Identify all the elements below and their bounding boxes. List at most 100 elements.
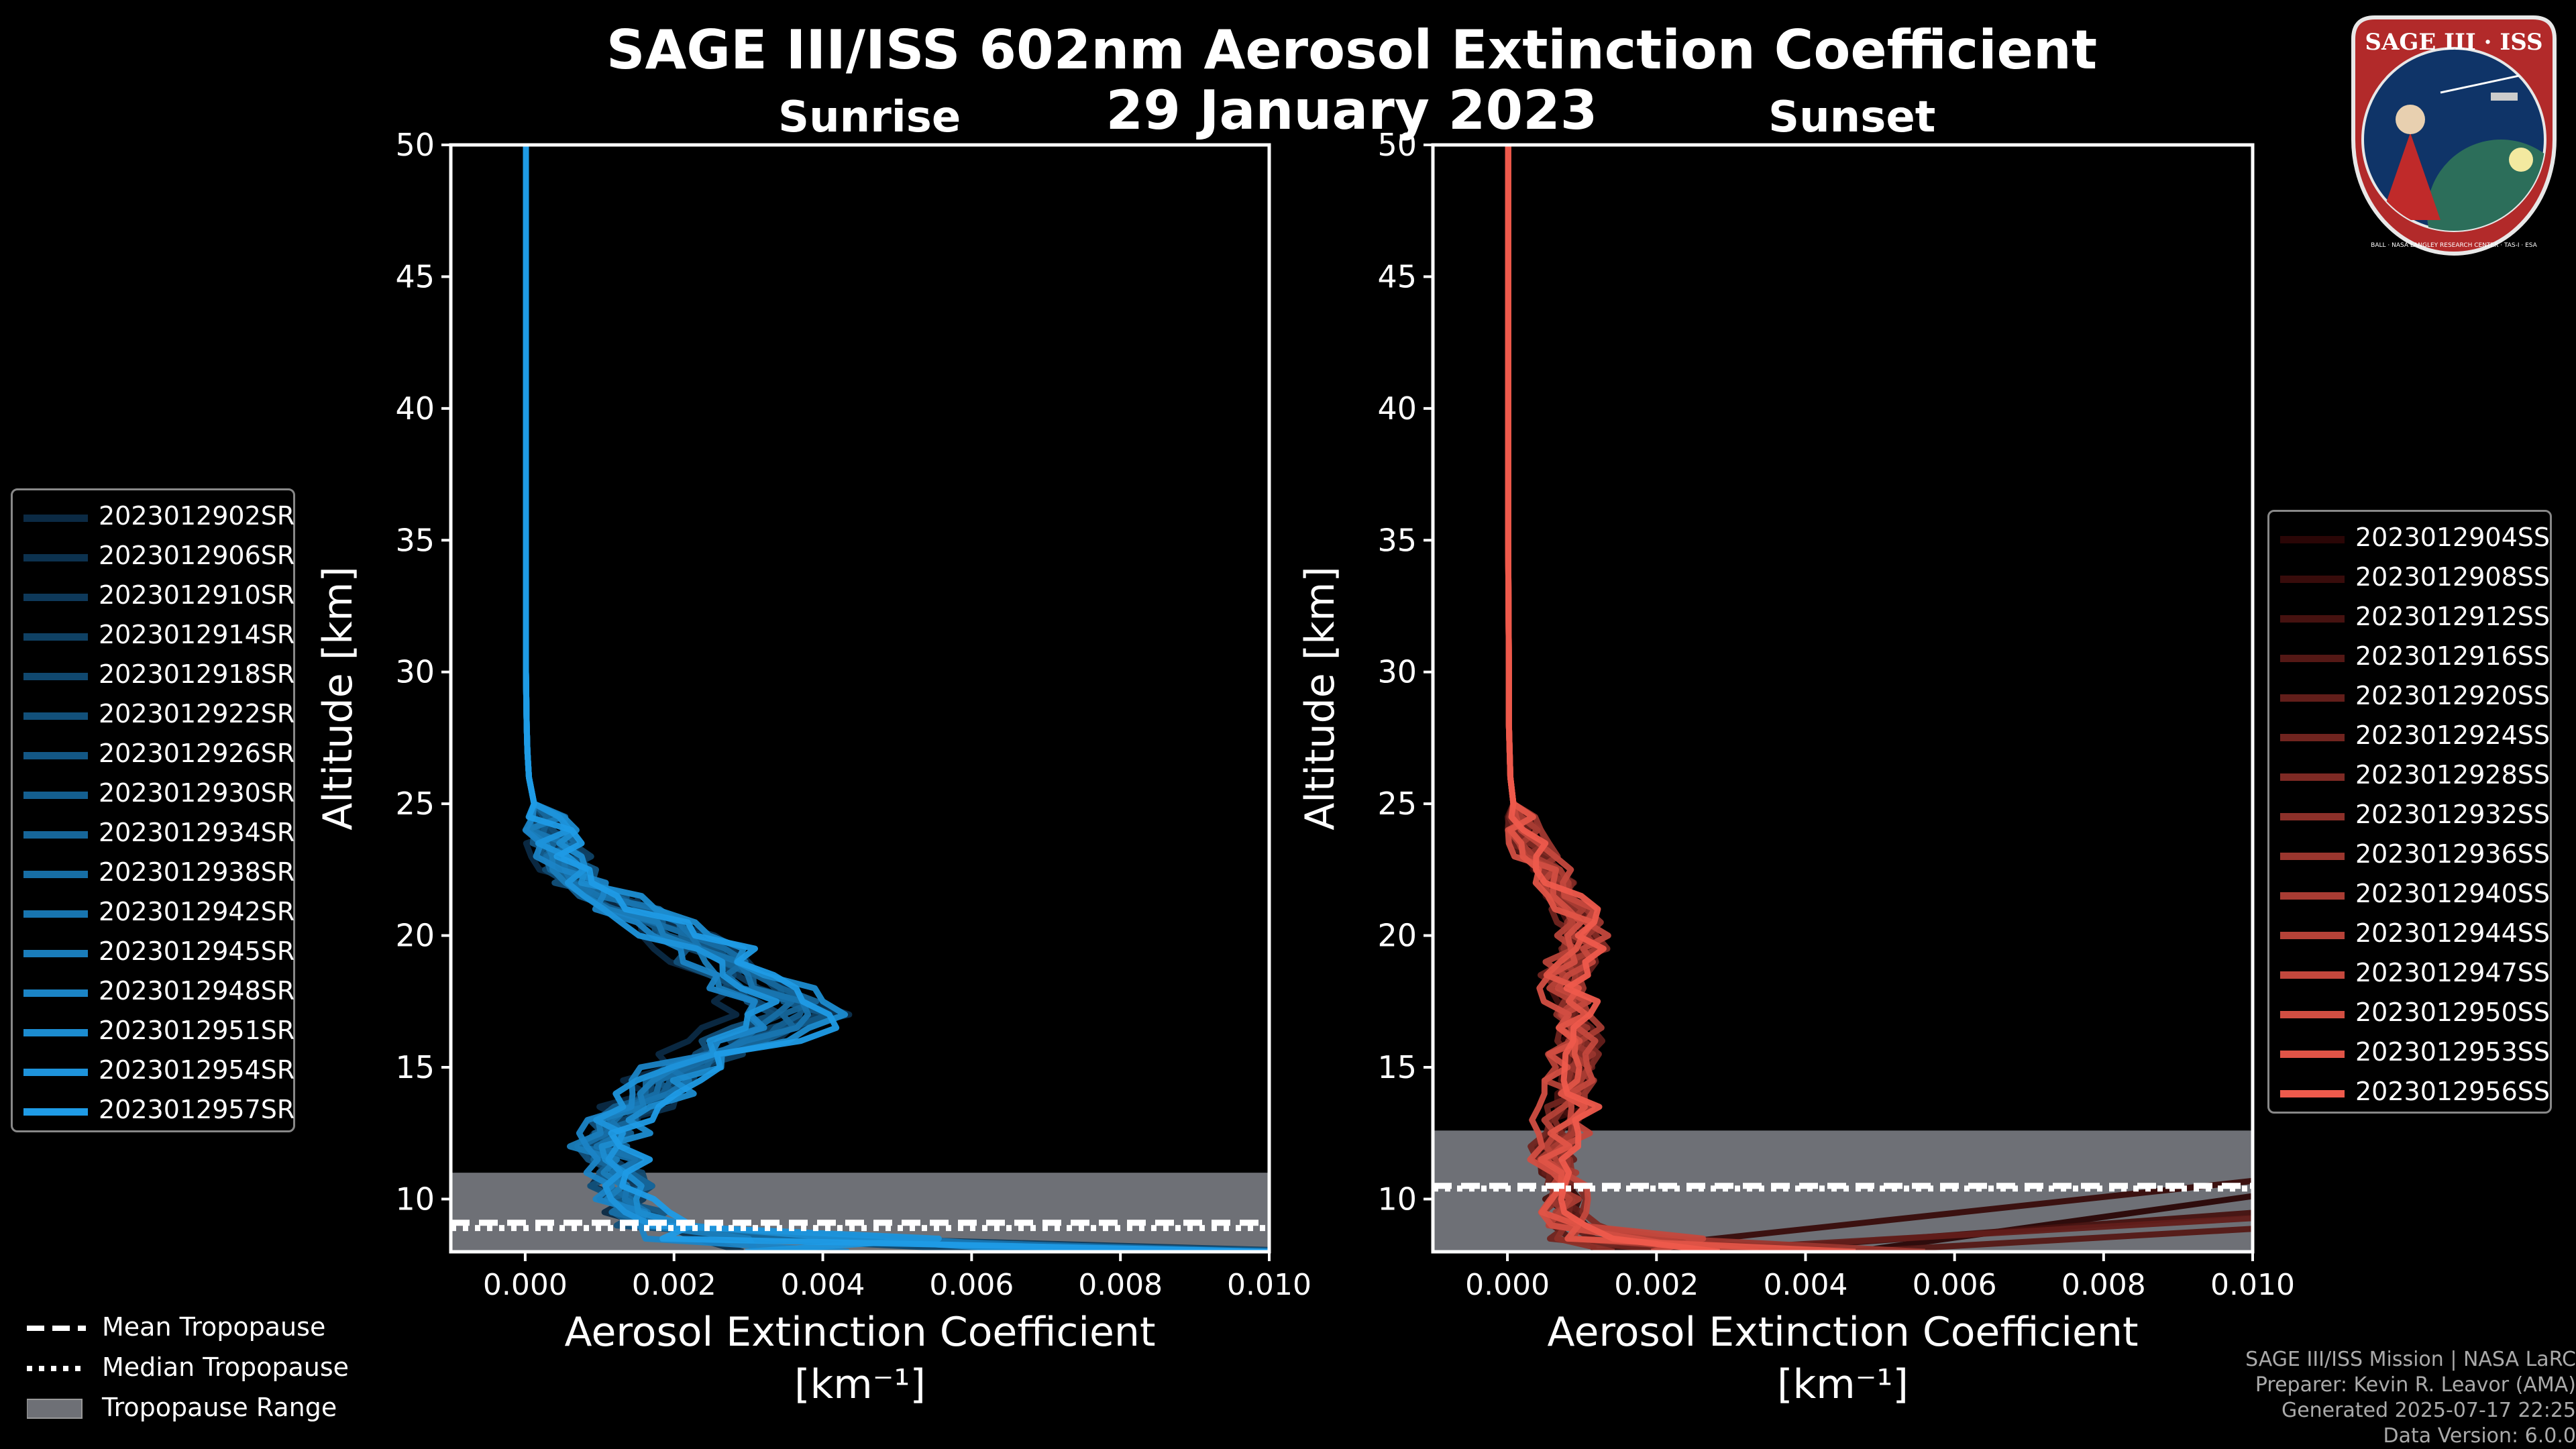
legend-swatch xyxy=(23,712,88,720)
legend-label: 2023012906SR xyxy=(99,541,295,570)
sunrise-profile-2023012957SR xyxy=(523,145,1269,1252)
legend-label: 2023012936SS xyxy=(2355,839,2551,869)
legend-label: 2023012938SR xyxy=(99,857,295,887)
sunrise-profile-2023012942SR xyxy=(523,145,1111,1252)
sunset-xtick-label-4: 0.008 xyxy=(2061,1268,2146,1302)
sunrise-plot: 10 15 20 25 30 35 40 45 50 0.000 0.002 0.004 0.006 0.… xyxy=(315,127,1311,1408)
sunrise-legend: 2023012902SR 2023012906SR 2023012910SR 2023… xyxy=(11,488,295,1132)
sunset-xtick-label-1: 0.002 xyxy=(1614,1268,1699,1302)
sunrise-profile-2023012902SR xyxy=(523,145,1060,1252)
sunset-profile-2023012950SS xyxy=(1505,145,1714,1252)
sunset-ytick-label-35: 35 xyxy=(1377,522,1417,558)
legend-swatch xyxy=(23,910,88,918)
sunset-plot: 10 15 20 25 30 35 40 45 50 0.000 0.002 0.004 0.006 0.… xyxy=(1297,127,2295,1408)
tropopause-range-label: Tropopause Range xyxy=(102,1393,337,1422)
legend-label: 2023012916SS xyxy=(2355,641,2551,671)
sunset-ytick-label-20: 20 xyxy=(1377,918,1417,954)
dashed-line-icon xyxy=(27,1326,86,1331)
sunrise-xtick-label-2: 0.004 xyxy=(781,1268,865,1302)
legend-swatch xyxy=(2280,734,2345,741)
range-swatch-icon xyxy=(27,1399,83,1419)
sunrise-profiles xyxy=(522,145,1269,1252)
sunset-ytick-label-10: 10 xyxy=(1377,1181,1417,1217)
legend-swatch xyxy=(23,950,88,957)
legend-label: 2023012944SS xyxy=(2355,918,2551,948)
legend-label: 2023012956SS xyxy=(2355,1077,2551,1106)
legend-label: 2023012932SS xyxy=(2355,800,2551,829)
credits-mission: SAGE III/ISS Mission | NASA LaRC xyxy=(2245,1348,2576,1371)
sunset-ytick-label-50: 50 xyxy=(1377,127,1417,163)
legend-swatch xyxy=(2280,1090,2345,1097)
sunset-xlabel-units: [km⁻¹] xyxy=(1777,1361,1909,1408)
sunrise-ytick-label-40: 40 xyxy=(395,390,435,427)
legend-label: 2023012908SS xyxy=(2355,562,2551,592)
sunrise-profile-2023012930SR xyxy=(523,145,1155,1252)
legend-swatch xyxy=(23,989,88,997)
sunset-profiles xyxy=(1504,145,2253,1252)
credits-preparer: Preparer: Kevin R. Leavor (AMA) xyxy=(2255,1373,2576,1397)
legend-swatch xyxy=(23,1029,88,1036)
sunrise-profile-2023012914SR xyxy=(523,145,1144,1252)
sunset-ytick-label-40: 40 xyxy=(1377,390,1417,427)
legend-swatch xyxy=(23,673,88,680)
sunrise-ytick-label-45: 45 xyxy=(395,258,435,294)
sunset-ytick-label-30: 30 xyxy=(1377,654,1417,690)
legend-swatch xyxy=(2280,536,2345,543)
credits: SAGE III/ISS Mission | NASA LaRC Prepare… xyxy=(1972,1347,2576,1449)
legend-label: 2023012950SS xyxy=(2355,998,2551,1027)
legend-swatch xyxy=(2280,971,2345,979)
legend-label: 2023012914SR xyxy=(99,620,295,649)
sunrise-xlabel: Aerosol Extinction Coefficient xyxy=(565,1309,1156,1356)
sunset-ytick-label-45: 45 xyxy=(1377,258,1417,294)
sunset-ytick-label-25: 25 xyxy=(1377,786,1417,822)
legend-label: 2023012930SR xyxy=(99,778,295,808)
legend-swatch xyxy=(23,752,88,759)
figure-title: SAGE III/ISS 602nm Aerosol Extinction Co… xyxy=(606,19,2098,81)
legend-label: 2023012945SR xyxy=(99,936,295,966)
legend-label: 2023012942SR xyxy=(99,897,295,926)
sunrise-xtick-label-0: 0.000 xyxy=(483,1268,568,1302)
legend-swatch xyxy=(23,1108,88,1116)
legend-label: 2023012940SS xyxy=(2355,879,2551,908)
credits-generated: Generated 2025-07-17 22:25 xyxy=(2281,1399,2576,1422)
legend-swatch xyxy=(23,594,88,601)
legend-label: 2023012920SS xyxy=(2355,681,2551,710)
legend-swatch xyxy=(2280,892,2345,900)
legend-swatch xyxy=(2280,694,2345,702)
legend-swatch xyxy=(23,1069,88,1076)
legend-swatch xyxy=(23,633,88,641)
legend-swatch xyxy=(23,831,88,839)
median-tropopause-label: Median Tropopause xyxy=(102,1352,349,1382)
legend-label: 2023012904SS xyxy=(2355,523,2551,552)
badge-subtitle: BALL · NASA LANGLEY RESEARCH CENTER · TA… xyxy=(2371,242,2538,249)
sunrise-xtick-label-5: 0.010 xyxy=(1227,1268,1311,1302)
sunrise-xtick-label-4: 0.008 xyxy=(1078,1268,1163,1302)
legend-label: 2023012910SR xyxy=(99,580,295,610)
figure-date: 29 January 2023 xyxy=(1106,79,1598,142)
legend-swatch xyxy=(2280,1011,2345,1018)
sunrise-ytick-label-30: 30 xyxy=(395,654,435,690)
sunrise-xtick-label-1: 0.002 xyxy=(632,1268,716,1302)
sunrise-xtick-label-3: 0.006 xyxy=(929,1268,1014,1302)
legend-swatch xyxy=(2280,576,2345,583)
sunrise-ytick-label-50: 50 xyxy=(395,127,435,163)
badge-title: SAGE III · ISS xyxy=(2365,29,2542,56)
sunrise-axes-frame xyxy=(449,143,1271,1254)
sunrise-profile-2023012918SR xyxy=(523,145,1017,1252)
sunrise-ytick-label-35: 35 xyxy=(395,522,435,558)
legend-label: 2023012947SS xyxy=(2355,958,2551,987)
sunrise-profile-2023012922SR xyxy=(523,145,1128,1252)
sunrise-ytick-label-25: 25 xyxy=(395,786,435,822)
legend-label: 2023012922SR xyxy=(99,699,295,729)
sunset-xtick-label-2: 0.004 xyxy=(1763,1268,1847,1302)
mean-tropopause-label: Mean Tropopause xyxy=(102,1312,326,1342)
sunrise-ytick-label-20: 20 xyxy=(395,918,435,954)
legend-swatch xyxy=(2280,655,2345,662)
legend-swatch xyxy=(23,554,88,561)
sunset-profile-2023012947SS xyxy=(1505,145,1707,1252)
legend-swatch xyxy=(2280,615,2345,623)
sunrise-ylabel: Altitude [km] xyxy=(315,566,362,830)
sunset-xtick-label-5: 0.010 xyxy=(2210,1268,2295,1302)
mission-badge-logo: SAGE III · ISS BALL · NASA LANGLEY RESEA… xyxy=(2351,15,2557,256)
